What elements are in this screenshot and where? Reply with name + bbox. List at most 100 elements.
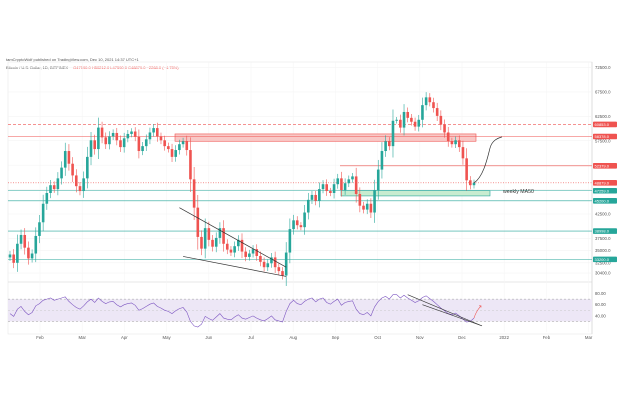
candle-body (38, 222, 41, 236)
support-zone (340, 190, 491, 197)
candle-body (233, 246, 236, 253)
candle-body (461, 147, 465, 159)
level-tag-label: 48879.0 (595, 180, 610, 185)
candle-body (200, 236, 203, 249)
candle-body (185, 141, 189, 151)
candle-body (358, 193, 362, 206)
time-tick-label: Aug (289, 335, 297, 340)
candle-body (347, 179, 351, 184)
candle-body (104, 137, 108, 145)
candle-body (255, 249, 259, 256)
candle-body (211, 239, 214, 247)
candle-body (288, 229, 292, 253)
candle-body (336, 178, 340, 185)
candle-body (369, 203, 373, 213)
candle-body (222, 228, 225, 244)
level-tag-label: 52379.0 (595, 163, 610, 168)
candle-body (207, 228, 211, 240)
candle-body (454, 140, 457, 145)
candle-body (60, 167, 63, 179)
candle-body (399, 119, 402, 128)
candle-body (314, 194, 317, 201)
price-tick-label: 35000.0 (595, 248, 611, 253)
candle-body (167, 146, 170, 150)
candle-body (435, 108, 439, 116)
candle-body (306, 199, 310, 213)
candle-body (373, 190, 376, 213)
candle-body (156, 128, 159, 137)
time-tick-label: Oct (374, 335, 381, 340)
price-tick-label: 32500.0 (595, 260, 611, 265)
candle-body (340, 178, 343, 191)
candle-body (310, 194, 314, 200)
candle-body (469, 180, 472, 186)
candle-body (89, 140, 93, 157)
candle-body (292, 220, 295, 230)
level-tag (593, 180, 617, 186)
rsi-line (9, 294, 475, 328)
candle-body (126, 133, 130, 139)
candle-body (163, 140, 166, 147)
candle-body (144, 139, 148, 147)
level-tag-label: 60853.0 (595, 122, 610, 127)
time-tick-label: Feb (543, 335, 551, 340)
candle-body (93, 140, 96, 150)
time-tick-label: Apr (121, 335, 128, 340)
candle-body (97, 127, 100, 150)
rsi-projection-arrow (473, 305, 482, 319)
candle-body (82, 178, 85, 192)
candle-body (8, 254, 12, 258)
candle-body (141, 146, 144, 152)
candle-body (262, 261, 266, 268)
level-tag (593, 228, 617, 234)
candle-body (395, 119, 398, 121)
candle-body (159, 136, 163, 141)
candle-body (203, 228, 207, 249)
candle-body (12, 254, 15, 263)
candle-body (100, 127, 104, 138)
candle-body (34, 235, 38, 254)
rsi-lower-trendline (422, 304, 483, 327)
level-tag-label: 33200.0 (595, 257, 610, 262)
level-tag (593, 162, 617, 169)
candle-body (41, 203, 45, 223)
price-tick-label: 37500.0 (595, 236, 611, 241)
rsi-tick-label: 60.00 (595, 302, 606, 307)
candle-body (196, 207, 200, 237)
candle-body (270, 257, 273, 264)
time-tick-label: Jul (248, 335, 254, 340)
price-tick-label: 30400.0 (595, 271, 611, 276)
resistance-zone (174, 133, 477, 142)
candle-body (299, 225, 303, 228)
wedge-lower-trendline (183, 256, 287, 277)
candle-body (277, 267, 281, 272)
candle-body (30, 253, 34, 259)
candle-body (244, 251, 247, 257)
candle-body (273, 257, 277, 268)
candle-body (376, 169, 380, 191)
candle-body (170, 149, 174, 157)
candle-body (119, 140, 122, 148)
candle-body (78, 186, 82, 192)
candle-body (86, 156, 89, 179)
candle-body (424, 97, 428, 106)
time-tick-label: Feb (36, 335, 44, 340)
candle-body (362, 205, 365, 210)
level-tag (593, 256, 617, 263)
candle-body (295, 220, 299, 226)
candle-body (71, 163, 74, 176)
rsi-projection-arrowhead (479, 305, 482, 308)
candle-body (457, 140, 461, 148)
candle-body (56, 178, 60, 190)
level-tag-label: 45200.0 (595, 198, 610, 203)
candle-body (133, 131, 137, 137)
time-tick-label: Mar (78, 335, 86, 340)
candle-body (465, 158, 468, 181)
time-tick-label: Jun (205, 335, 213, 340)
candle-body (266, 263, 270, 268)
candle-body (181, 141, 185, 145)
candle-body (432, 102, 435, 109)
candle-body (406, 111, 410, 118)
